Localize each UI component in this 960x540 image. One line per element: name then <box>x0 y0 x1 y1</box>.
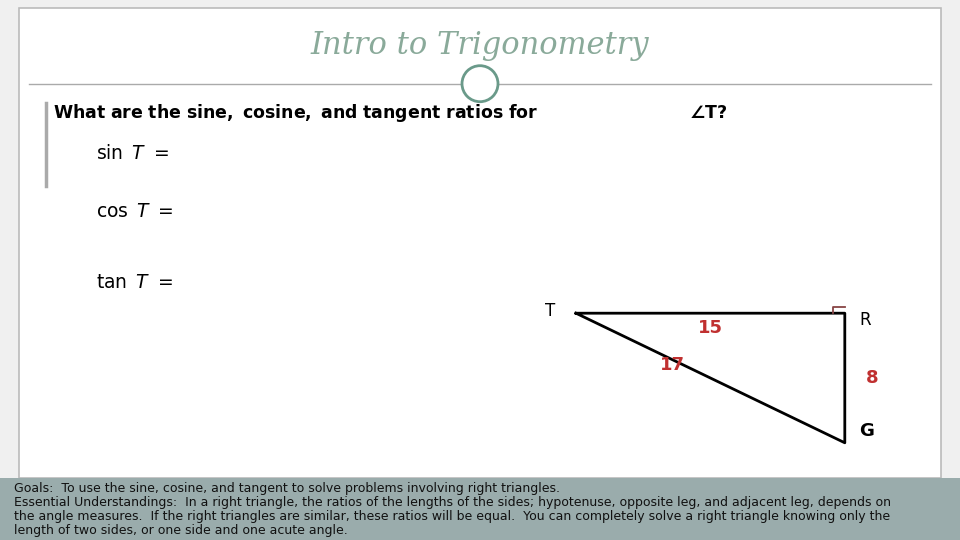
Text: the angle measures.  If the right triangles are similar, these ratios will be eq: the angle measures. If the right triangl… <box>14 510 891 523</box>
Text: $\cos\ T\ =$: $\cos\ T\ =$ <box>96 203 174 221</box>
Text: 8: 8 <box>866 369 878 387</box>
FancyBboxPatch shape <box>19 8 941 478</box>
Text: Goals:  To use the sine, cosine, and tangent to solve problems involving right t: Goals: To use the sine, cosine, and tang… <box>14 482 561 495</box>
Ellipse shape <box>462 66 498 102</box>
Text: R: R <box>859 310 871 329</box>
Text: $\mathbf{What\ are\ the\ sine,\ cosine,\ and\ tangent\ ratios\ for\ }$: $\mathbf{What\ are\ the\ sine,\ cosine,\… <box>53 103 538 124</box>
Text: length of two sides, or one side and one acute angle.: length of two sides, or one side and one… <box>14 524 348 537</box>
Text: $\sin\ T\ =$: $\sin\ T\ =$ <box>96 144 169 164</box>
Text: Essential Understandings:  In a right triangle, the ratios of the lengths of the: Essential Understandings: In a right tri… <box>14 496 892 509</box>
Text: Intro to Trigonometry: Intro to Trigonometry <box>311 30 649 62</box>
Text: T: T <box>544 301 555 320</box>
Text: 15: 15 <box>698 319 723 338</box>
Text: 17: 17 <box>660 355 684 374</box>
Text: $\tan\ T\ =$: $\tan\ T\ =$ <box>96 274 173 293</box>
FancyBboxPatch shape <box>0 478 960 540</box>
Text: G: G <box>859 422 874 440</box>
Text: $\mathbf{\angle T?}$: $\mathbf{\angle T?}$ <box>689 104 728 123</box>
